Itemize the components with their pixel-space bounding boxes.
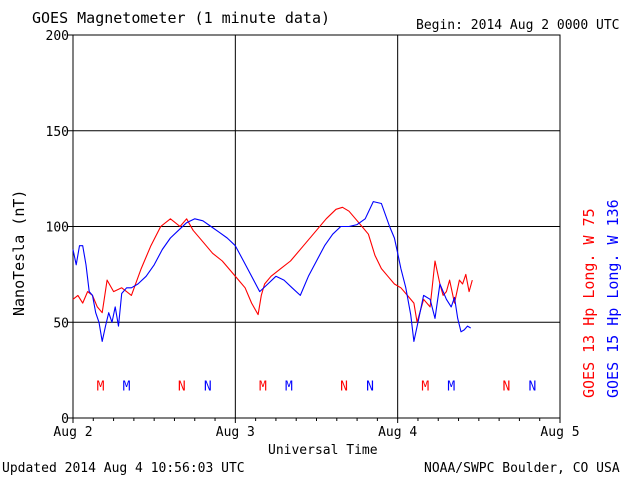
y-tick-label: 200 <box>46 29 69 44</box>
local-time-marker: N <box>366 379 374 394</box>
begin-time: Begin: 2014 Aug 2 0000 UTC <box>416 18 620 33</box>
x-tick-label: Aug 3 <box>216 425 255 440</box>
local-time-marker: M <box>259 379 267 394</box>
local-time-marker: M <box>123 379 131 394</box>
updated-time: Updated 2014 Aug 4 10:56:03 UTC <box>2 461 245 476</box>
y-tick-label: 150 <box>46 125 69 140</box>
credit: NOAA/SWPC Boulder, CO USA <box>424 461 620 476</box>
local-time-marker: N <box>178 379 186 394</box>
x-tick-label: Aug 4 <box>378 425 417 440</box>
local-time-marker: N <box>340 379 348 394</box>
local-time-marker: M <box>421 379 429 394</box>
x-tick-label: Aug 2 <box>53 425 92 440</box>
y-tick-label: 0 <box>61 412 69 427</box>
local-time-marker: N <box>528 379 536 394</box>
local-time-marker: N <box>503 379 511 394</box>
chart-title: GOES Magnetometer (1 minute data) <box>32 9 331 27</box>
legend-goes15: GOES 15 Hp Long. W 136 <box>604 199 622 398</box>
local-time-marker: N <box>204 379 212 394</box>
y-tick-label: 100 <box>46 221 69 236</box>
x-tick-label: Aug 5 <box>540 425 579 440</box>
x-axis-label: Universal Time <box>268 443 378 458</box>
series-line-goes15 <box>72 201 471 342</box>
y-axis-label: NanoTesla (nT) <box>10 189 28 316</box>
series-line-goes13 <box>72 206 473 323</box>
y-tick-label: 50 <box>53 316 69 331</box>
local-time-marker: M <box>285 379 293 394</box>
legend-goes13: GOES 13 Hp Long. W 75 <box>580 208 598 398</box>
local-time-marker: M <box>447 379 455 394</box>
local-time-marker: M <box>97 379 105 394</box>
